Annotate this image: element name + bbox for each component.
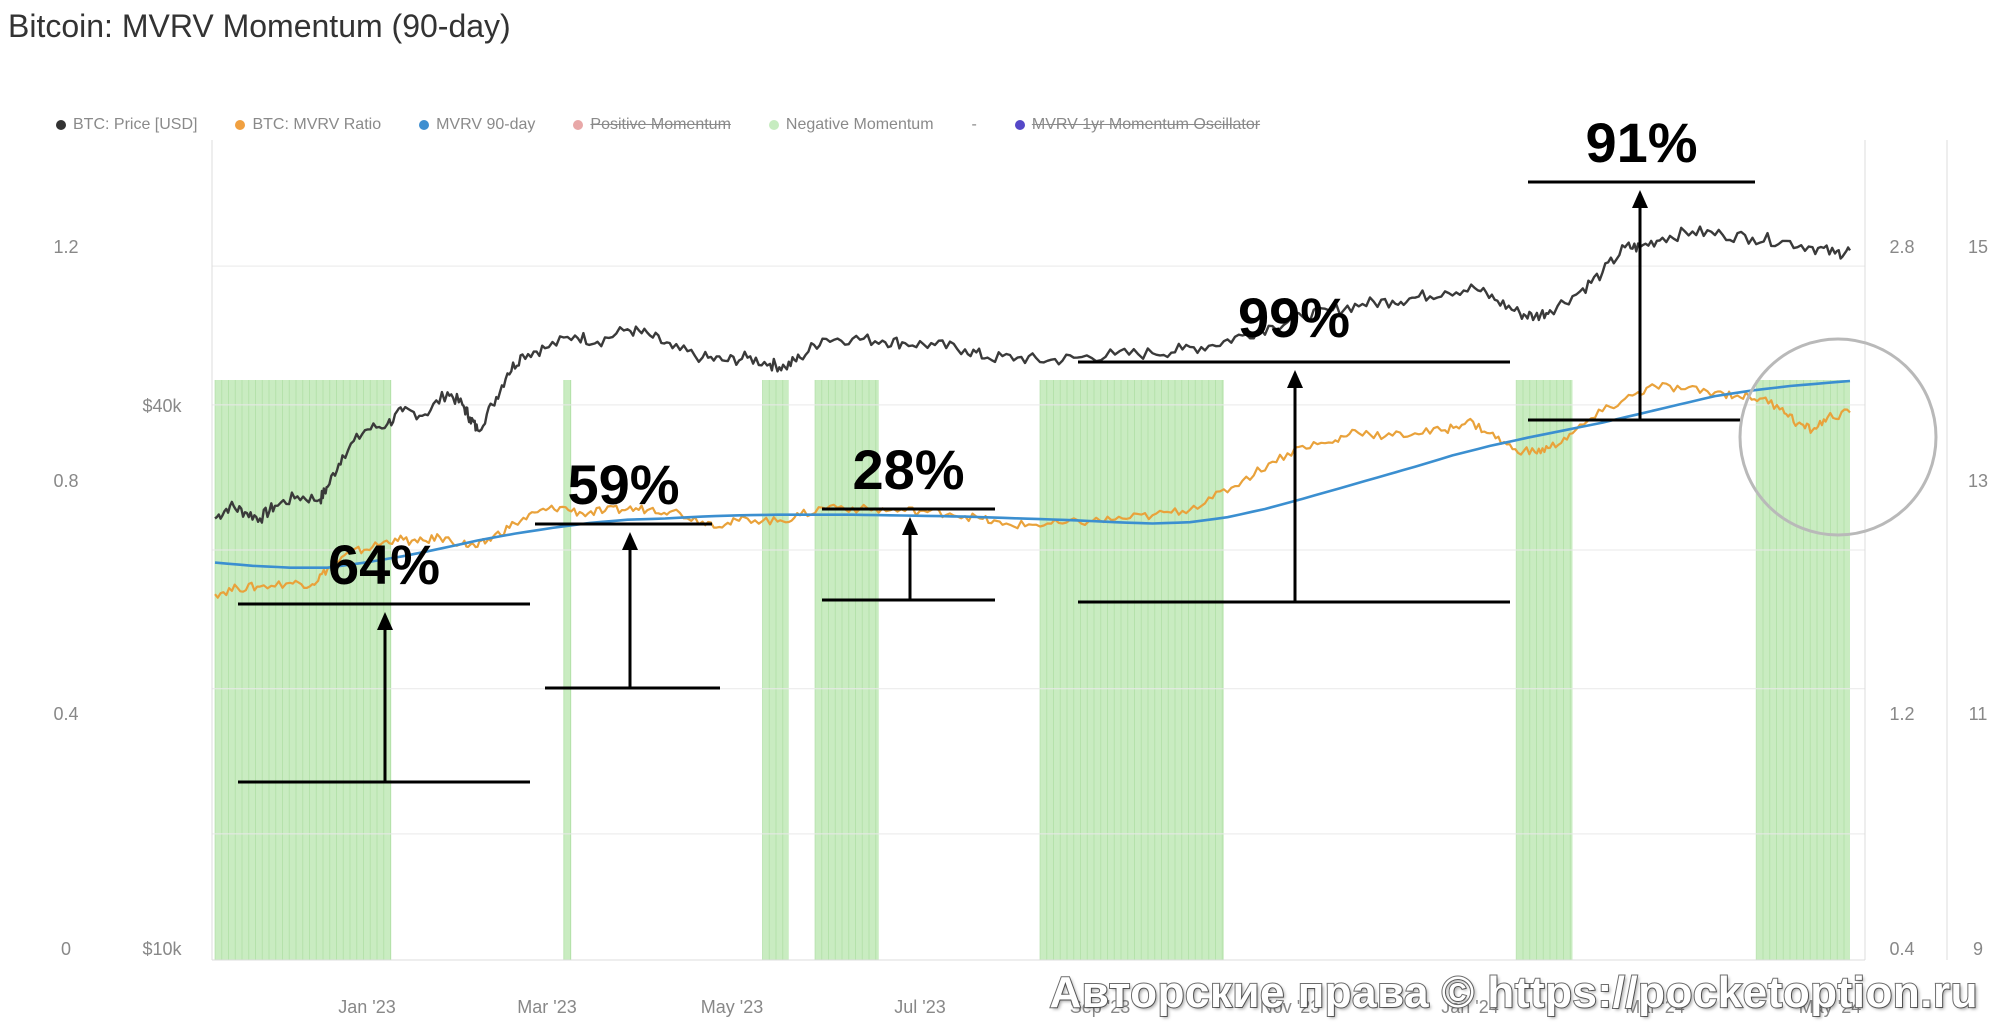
legend-dot-icon [768,120,779,130]
annotations: 64% 59% 28% 99% 91% [238,111,1938,784]
annotation-label: 28% [852,438,964,501]
y-tick-label-right-outer: 9 [1973,939,1983,959]
legend-dot-icon [573,120,584,130]
series-line-btc-price [214,225,1852,524]
negative-momentum-band [1040,380,1224,960]
legend-item[interactable]: MVRV 90-day [419,116,535,134]
negative-momentum-band [563,380,572,960]
legend-item[interactable]: Positive Momentum [573,116,731,134]
annotation-arrow-head [377,612,393,630]
negative-momentum-band [815,380,879,960]
y-tick-label-mvrv: 2.8 [1889,237,1914,257]
y-tick-label-right-outer: 11 [1969,704,1988,724]
y-tick-label-mvrv: 1.2 [1889,704,1914,724]
annotation-label: 91% [1585,111,1697,174]
annotation-arrow-head [1287,370,1303,388]
legend-label: Negative Momentum [785,116,934,133]
chart-legend: BTC: Price [USD] BTC: MVRV Ratio MVRV 90-d… [56,116,1260,134]
legend-dot-icon [1014,120,1025,130]
y-tick-label-left-outer: 0.8 [53,471,78,491]
annotation-arrow-head [1632,190,1648,208]
y-tick-label-price: $10k [142,939,182,959]
annotation-label: 99% [1238,286,1350,349]
annotation-arrow-head [902,517,918,535]
annotation-label: 59% [567,453,679,516]
legend-item[interactable]: BTC: Price [USD] [56,116,197,134]
legend-label: - [971,116,977,133]
watermark: Авторские права © https://pocketoption.r… [1049,967,1979,1018]
x-tick-label: Mar '23 [517,997,576,1017]
series-line-mvrv-90day [214,379,1851,569]
legend-item[interactable]: - [972,116,977,134]
y-tick-label-left-outer: 0.4 [53,704,78,724]
legend-label: Positive Momentum [590,116,731,133]
legend-label: BTC: MVRV Ratio [252,116,382,133]
x-tick-label: Jul '23 [894,997,945,1017]
highlight-circle [1738,337,1938,537]
y-tick-label-right-outer: 13 [1968,471,1988,491]
legend-item[interactable]: Negative Momentum [768,116,934,134]
x-tick-label: Jan '23 [338,997,395,1017]
series-line-mvrv-ratio [214,382,1851,599]
negative-momentum-band [1516,380,1573,960]
x-tick-label: Jan '24 [1441,997,1498,1017]
legend-label: MVRV 90-day [436,116,536,133]
legend-label: MVRV 1yr Momentum Oscillator [1031,116,1261,133]
legend-dot-icon [235,120,246,130]
x-tick-label: Nov '23 [1260,997,1320,1017]
negative-momentum-bands [214,380,1850,960]
grid-lines [211,140,1948,961]
x-tick-label: May '23 [701,997,763,1017]
legend-label: BTC: Price [USD] [73,116,198,133]
y-tick-label-mvrv: 0.4 [1889,939,1914,959]
annotation-arrow-head [622,532,638,550]
annotation-label: 64% [328,533,440,596]
legend-item[interactable]: BTC: MVRV Ratio [235,116,381,134]
chart-title: Bitcoin: MVRV Momentum (90-day) [8,8,511,44]
x-tick-label: Mar '24 [1625,997,1684,1017]
y-tick-label-right-outer: 15 [1968,237,1988,257]
axes: 0 0.4 0.8 1.2 $10k $40k 0.4 1.2 2.8 9 11 13 15 Jan '2… [53,237,1988,1017]
y-tick-label-left-outer: 0 [61,939,71,959]
series-lines [214,225,1852,599]
x-tick-label: Sep '23 [1070,997,1131,1017]
y-tick-label-left-outer: 1.2 [53,237,78,257]
legend-dot-icon [56,120,66,130]
x-tick-label: May '24 [1799,997,1861,1017]
legend-dot-icon [419,120,430,130]
y-tick-label-price: $40k [142,396,182,416]
legend-item[interactable]: MVRV 1yr Momentum Oscillator [1014,116,1261,134]
